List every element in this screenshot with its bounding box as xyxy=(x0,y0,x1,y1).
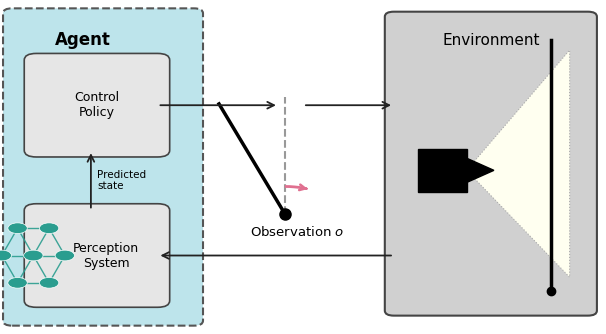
Polygon shape xyxy=(467,50,570,277)
FancyBboxPatch shape xyxy=(385,12,597,316)
FancyBboxPatch shape xyxy=(3,8,203,326)
FancyBboxPatch shape xyxy=(24,204,170,307)
Circle shape xyxy=(8,223,27,233)
Circle shape xyxy=(24,250,43,261)
Text: Perception
System: Perception System xyxy=(73,241,139,270)
FancyBboxPatch shape xyxy=(24,53,170,157)
Circle shape xyxy=(55,250,75,261)
Circle shape xyxy=(0,250,12,261)
FancyBboxPatch shape xyxy=(418,149,467,192)
Text: Environment: Environment xyxy=(442,33,539,47)
Text: Agent: Agent xyxy=(55,31,110,49)
Text: Control
Policy: Control Policy xyxy=(75,91,119,119)
Polygon shape xyxy=(467,158,494,182)
Circle shape xyxy=(39,223,59,233)
Circle shape xyxy=(39,278,59,288)
Text: Predicted
state: Predicted state xyxy=(97,170,146,191)
Text: Observation $o$: Observation $o$ xyxy=(250,225,344,239)
Circle shape xyxy=(8,278,27,288)
